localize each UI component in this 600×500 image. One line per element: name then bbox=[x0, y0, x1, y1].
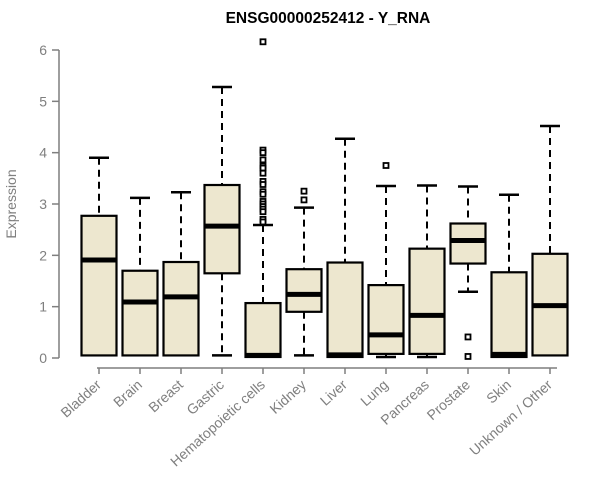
y-tick-label: 2 bbox=[39, 247, 47, 263]
box-gastric bbox=[203, 85, 241, 357]
x-tick-label: Liver bbox=[317, 376, 351, 408]
box-hematopoietic-cells bbox=[244, 38, 282, 359]
box-breast bbox=[162, 190, 200, 357]
iqr-box bbox=[367, 284, 405, 355]
iqr-box bbox=[80, 214, 118, 357]
x-tick-label: Skin bbox=[483, 376, 514, 406]
outlier-point bbox=[259, 38, 267, 46]
outlier-point bbox=[259, 181, 267, 188]
iqr-box bbox=[449, 222, 487, 265]
outlier-point bbox=[259, 156, 267, 164]
y-tick-label: 0 bbox=[39, 350, 47, 366]
box-brain bbox=[121, 196, 159, 357]
iqr-box bbox=[490, 271, 528, 359]
box-kidney bbox=[285, 187, 323, 357]
outlier-point bbox=[300, 187, 308, 195]
box-series bbox=[80, 38, 569, 360]
iqr-box bbox=[408, 247, 446, 355]
y-axis: 0 1 2 3 4 5 6 bbox=[39, 42, 60, 366]
x-tick-label: Prostate bbox=[424, 376, 474, 423]
iqr-box bbox=[121, 269, 159, 357]
outlier-point bbox=[259, 218, 267, 226]
outlier-point bbox=[464, 333, 472, 341]
iqr-box bbox=[285, 268, 323, 313]
box-unknown-other bbox=[531, 124, 569, 357]
y-tick-label: 1 bbox=[39, 299, 47, 315]
outlier-point bbox=[300, 196, 308, 204]
box-prostate bbox=[449, 185, 487, 360]
x-tick-label: Bladder bbox=[57, 376, 104, 420]
chart-title: ENSG00000252412 - Y_RNA bbox=[226, 10, 431, 27]
box-skin bbox=[490, 193, 528, 359]
x-tick-label: Kidney bbox=[266, 376, 309, 417]
box-pancreas bbox=[408, 184, 446, 359]
box-lung bbox=[367, 162, 405, 359]
iqr-box bbox=[203, 183, 241, 275]
box-liver bbox=[326, 137, 364, 359]
outlier-point bbox=[259, 208, 267, 216]
outlier-point bbox=[259, 169, 267, 177]
y-tick-label: 4 bbox=[39, 145, 47, 161]
x-tick-label: Brain bbox=[110, 376, 145, 410]
y-tick-label: 5 bbox=[39, 93, 47, 109]
y-tick-label: 3 bbox=[39, 196, 47, 212]
outlier-point bbox=[464, 353, 472, 360]
outlier-point bbox=[259, 149, 267, 157]
y-tick-label: 6 bbox=[39, 42, 47, 58]
x-tick-label: Lung bbox=[357, 376, 391, 409]
box-bladder bbox=[80, 156, 118, 357]
outlier-point bbox=[259, 190, 267, 198]
outlier-point bbox=[382, 162, 390, 169]
iqr-box bbox=[244, 301, 282, 359]
y-axis-label: Expression bbox=[3, 169, 19, 238]
iqr-box bbox=[162, 260, 200, 357]
iqr-box bbox=[326, 261, 364, 359]
x-tick-label: Breast bbox=[145, 376, 186, 415]
